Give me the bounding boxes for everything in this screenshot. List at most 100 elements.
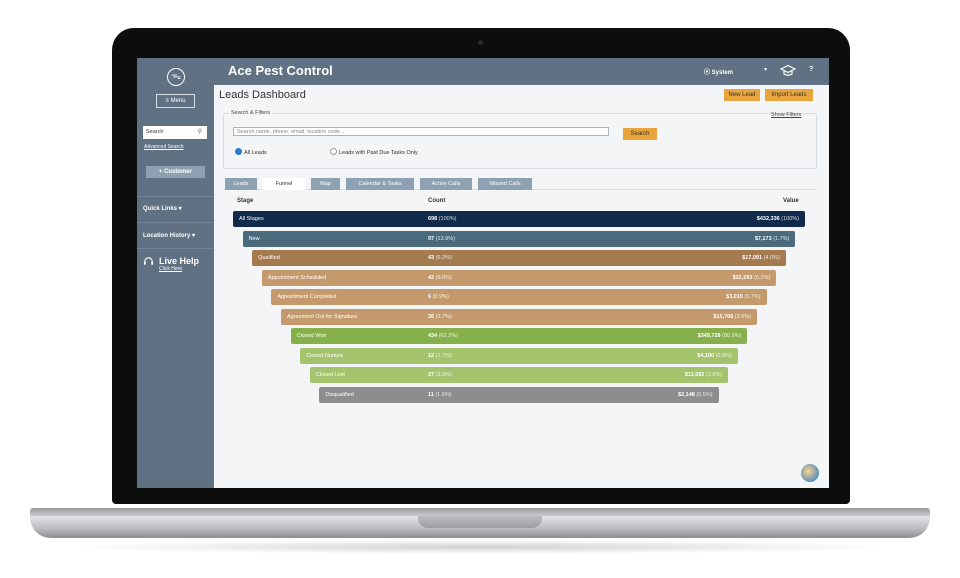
funnel-value-percent: (3.6%) xyxy=(734,313,751,320)
sidebar-search-input[interactable]: Search ⚲ xyxy=(143,126,207,139)
funnel-value-amount: $17,091 xyxy=(742,255,763,261)
funnel-count: 97 (13.9%) xyxy=(428,231,455,247)
funnel-row-agreement-out-for-signature[interactable]: Agreement Out for Signature 26 (3.7%) $15,… xyxy=(281,308,757,325)
funnel-row-new[interactable]: New 97 (13.9%) $7,173 (1.7%) xyxy=(242,230,796,247)
show-filters-link[interactable]: Show Filters xyxy=(771,112,802,118)
laptop-shadow xyxy=(60,540,900,554)
funnel-count-value: 27 xyxy=(427,372,435,378)
funnel-row-closed-won[interactable]: Closed Won 434 (62.2%) $349,728 (80.9%) xyxy=(290,328,748,344)
headset-icon xyxy=(143,257,154,265)
radio-all-leads[interactable]: All Leads xyxy=(235,148,267,156)
funnel-count-value: 12 xyxy=(427,352,435,359)
funnel-stage-label: Closed Lost xyxy=(315,372,345,378)
funnel-count-value: 97 xyxy=(427,235,435,242)
funnel-row-qualified[interactable]: Qualified 43 (6.2%) $17,091 (4.0%) xyxy=(252,250,786,266)
funnel-stage-label: Closed Nurture xyxy=(306,352,344,359)
funnel-count-percent: (0.9%) xyxy=(432,294,449,300)
sidebar-divider xyxy=(137,196,214,197)
chevron-down-icon[interactable]: ▾ xyxy=(764,67,768,73)
funnel-value-amount: $7,173 xyxy=(754,235,772,242)
radio-unselected-icon[interactable] xyxy=(330,148,337,155)
tab-missed-calls[interactable]: Missed Calls xyxy=(478,178,532,190)
graduation-cap-icon[interactable] xyxy=(780,63,796,79)
funnel-value: $7,173 (1.7%) xyxy=(755,231,790,247)
search-button[interactable]: Search xyxy=(623,128,657,140)
advanced-search-link[interactable]: Advanced Search xyxy=(144,144,184,150)
funnel-row-appointment-scheduled[interactable]: Appointment Scheduled 42 (6.0%) $22,293 (5… xyxy=(261,269,777,286)
radio-selected-icon[interactable] xyxy=(235,148,242,155)
webcam xyxy=(478,40,483,45)
tab-active-calls[interactable]: Active Calls xyxy=(420,178,472,190)
funnel-value-amount: $2,148 xyxy=(678,391,695,398)
funnel-value: $349,728 (80.9%) xyxy=(698,328,742,344)
funnel-value-percent: (0.7%) xyxy=(744,294,761,300)
value-column-header: Value xyxy=(783,198,799,204)
funnel-count: 43 (6.2%) xyxy=(428,250,452,266)
radio-past-due[interactable]: Leads with Past Due Tasks Only xyxy=(330,148,418,156)
new-lead-button[interactable]: New Lead xyxy=(724,89,760,101)
funnel-value-percent: (1.7%) xyxy=(773,235,790,242)
funnel-count-percent: (6.2%) xyxy=(435,255,452,261)
funnel-row-appointment-completed[interactable]: Appointment Completed 6 (0.9%) $3,015 (0.7… xyxy=(271,289,767,305)
funnel-count-percent: (3.7%) xyxy=(435,313,452,320)
lead-search-input[interactable]: Search name, phone, email, location code… xyxy=(233,127,609,136)
tab-leads[interactable]: Leads xyxy=(225,178,257,190)
funnel-row-all-stages[interactable]: All Stages 698 (100%) $432,336 (100%) xyxy=(233,211,805,227)
funnel-stage-label: Appointment Scheduled xyxy=(267,274,327,281)
funnel-row-disqualified[interactable]: Disqualified 11 (1.6%) $2,148 (0.5%) xyxy=(319,386,719,403)
funnel-stage-label: Appointment Completed xyxy=(277,294,337,300)
funnel-count-percent: (100%) xyxy=(438,216,457,222)
funnel-stage-label: New xyxy=(248,235,260,242)
funnel-value-percent: (80.9%) xyxy=(722,333,742,339)
funnel-value: $3,015 (0.7%) xyxy=(726,289,761,305)
funnel-value-percent: (100%) xyxy=(781,216,799,222)
chat-widget-icon[interactable] xyxy=(801,464,819,482)
funnel-value-amount: $11,082 xyxy=(684,372,705,378)
funnel-value: $15,706 (3.6%) xyxy=(713,309,751,325)
funnel-value-amount: $4,100 xyxy=(697,352,715,359)
funnel-row-closed-nurture[interactable]: Closed Nurture 12 (1.7%) $4,100 (0.9%) xyxy=(300,347,738,364)
funnel-count-value: 43 xyxy=(427,255,435,261)
funnel-value-amount: $349,728 xyxy=(697,333,721,339)
funnel-count-percent: (1.6%) xyxy=(435,391,452,398)
funnel-count: 12 (1.7%) xyxy=(428,348,452,364)
laptop-notch xyxy=(418,516,542,528)
sidebar-divider xyxy=(137,222,214,223)
funnel-count: 11 (1.6%) xyxy=(428,387,452,403)
live-help-title: Live Help xyxy=(159,256,200,266)
funnel-stage-label: Qualified xyxy=(258,255,280,261)
funnel-value: $2,148 (0.5%) xyxy=(678,387,713,403)
help-button[interactable]: ? xyxy=(809,66,814,73)
search-filters-panel xyxy=(223,113,817,169)
funnel-value-percent: (0.9%) xyxy=(715,352,732,359)
add-customer-button[interactable]: + Customer xyxy=(146,166,205,178)
funnel-value: $11,082 (2.6%) xyxy=(685,367,722,383)
location-history-menu[interactable]: Location History ▾ xyxy=(143,233,196,239)
system-selector[interactable]: ⦿ System xyxy=(704,70,734,76)
funnel-row-closed-lost[interactable]: Closed Lost 27 (3.9%) $11,082 (2.6%) xyxy=(309,367,729,383)
laptop-hinge xyxy=(30,508,930,518)
funnel-count-value: 11 xyxy=(427,391,434,398)
funnel-value: $4,100 (0.9%) xyxy=(697,348,732,364)
funnel-value-amount: $15,706 xyxy=(713,313,734,320)
menu-button[interactable]: ≡ Menu xyxy=(156,94,195,108)
funnel-count-percent: (1.7%) xyxy=(435,352,452,359)
funnel-count-value: 26 xyxy=(428,313,435,320)
app-screen: ᯓ ≡ Menu Search ⚲ Advanced Search + Cust… xyxy=(137,58,829,488)
funnel-value-amount: $3,015 xyxy=(726,294,743,300)
quick-links-menu[interactable]: Quick Links ▾ xyxy=(143,206,182,212)
tab-calendar-tasks[interactable]: Calendar & Tasks xyxy=(346,178,414,190)
logo-icon[interactable]: ᯓ xyxy=(167,68,185,86)
top-bar: Ace Pest Control ⦿ System ▾ ? xyxy=(214,58,829,85)
live-help-link[interactable]: Click Here xyxy=(159,266,183,272)
funnel-count: 26 (3.7%) xyxy=(428,309,452,325)
sidebar-search-label: Search xyxy=(146,129,164,135)
tab-map[interactable]: Map xyxy=(311,178,340,190)
funnel-count: 42 (6.0%) xyxy=(428,270,452,286)
tab-funnel[interactable]: Funnel xyxy=(263,178,305,190)
funnel-stage-label: Closed Won xyxy=(296,333,327,339)
import-leads-button[interactable]: Import Leads xyxy=(765,89,813,101)
funnel-stage-label: All Stages xyxy=(239,216,264,222)
funnel-value-amount: $22,293 xyxy=(732,274,753,281)
search-icon[interactable]: ⚲ xyxy=(197,129,202,135)
